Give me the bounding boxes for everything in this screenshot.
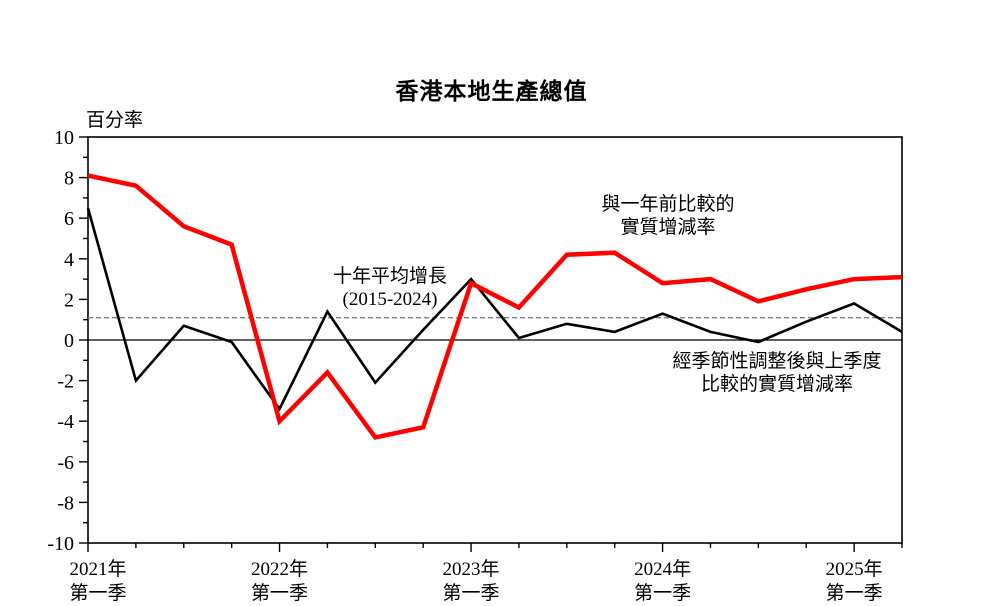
x-tick-year-label: 2025年: [826, 558, 883, 580]
y-tick-label: 8: [64, 168, 74, 190]
y-tick-label: -8: [57, 492, 74, 514]
y-tick-label: 0: [64, 330, 74, 352]
x-tick-year-label: 2024年: [634, 558, 691, 580]
x-tick-year-label: 2021年: [69, 558, 126, 580]
y-tick-label: -6: [57, 452, 74, 474]
qoq-sa-growth-line: [86, 207, 903, 412]
x-tick-quarter-label: 第一季: [251, 582, 308, 604]
series-label-yoy: 與一年前比較的 實質增減率: [601, 194, 735, 238]
x-tick-quarter-label: 第一季: [69, 582, 126, 604]
y-tick-label: -2: [57, 371, 74, 393]
x-tick-year-label: 2023年: [443, 558, 500, 580]
y-tick-label: -10: [47, 533, 74, 555]
x-tick-year-label: 2022年: [251, 558, 308, 580]
y-tick-label: 4: [64, 249, 74, 271]
y-axis-unit-label: 百分率: [86, 110, 144, 131]
x-tick-quarter-label: 第一季: [443, 582, 500, 604]
x-tick-quarter-label: 第一季: [826, 582, 883, 604]
x-tick-quarter-label: 第一季: [634, 582, 691, 604]
reference-line-label: 十年平均增長 (2015-2024): [332, 266, 447, 310]
y-tick-label: 10: [54, 127, 74, 149]
y-tick-label: 6: [64, 208, 74, 230]
y-tick-label: -4: [57, 411, 74, 433]
y-tick-label: 2: [64, 289, 74, 311]
chart-title: 香港本地生產總值: [395, 79, 588, 104]
yoy-growth-line: [87, 173, 903, 440]
series-label-qoq: 經季節性調整後與上季度 比較的實質增減率: [672, 351, 882, 395]
